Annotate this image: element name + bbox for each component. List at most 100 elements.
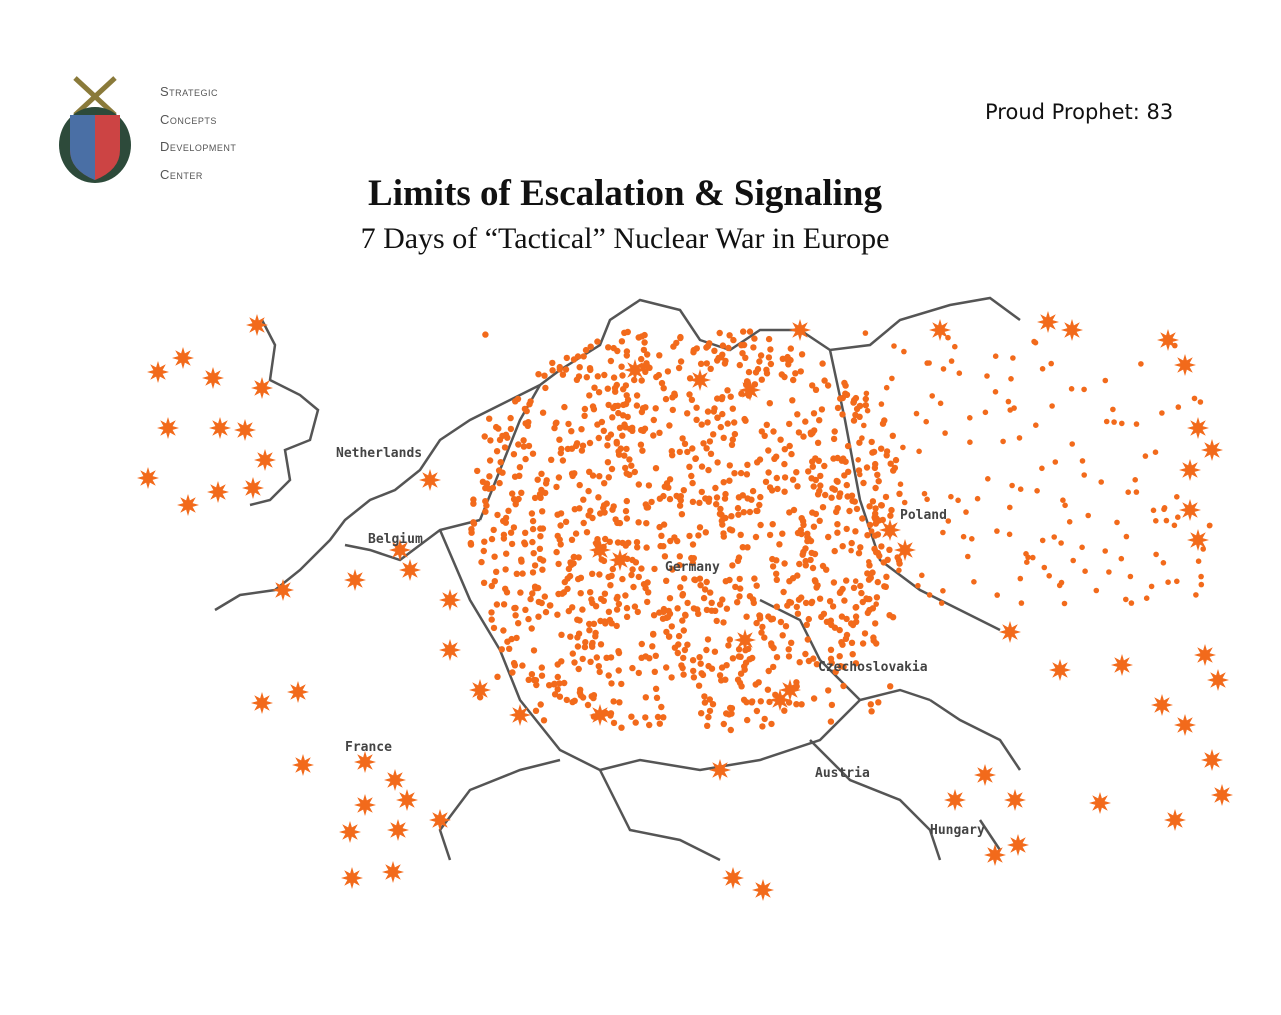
strike-burst [137,467,159,489]
strike-dot [843,525,850,533]
strike-dot [565,565,573,573]
strike-dot [656,609,663,616]
strike-dot [638,377,645,384]
strike-dot [489,484,497,492]
strike-dot [744,544,751,551]
strike-dot [635,519,642,526]
strike-dot [745,368,753,376]
strike-dot [723,605,731,612]
strike-dot [859,515,866,522]
strike-dot [856,403,863,409]
strike-dot [831,547,838,555]
strike-dot [575,554,582,561]
strike-dot [631,376,638,384]
strike-dot [773,474,780,482]
strike-dot [618,680,625,688]
strike-dot [872,516,878,522]
strike-dot [529,525,537,533]
strike-dot [494,511,501,519]
strike-dot [810,410,818,417]
strike-dot [519,662,526,669]
strike-dot [773,453,780,460]
strike-dot [520,443,528,450]
strike-dot [540,717,548,724]
strike-burst [251,692,273,714]
strike-dot [994,528,1000,534]
strike-dot [581,405,589,413]
strike-dot [776,541,783,548]
strike-burst [1164,809,1186,831]
strike-dot [808,599,815,607]
strike-dot [575,575,582,583]
strike-dot [751,335,758,342]
strike-dot [622,507,630,515]
strike-dot [1000,438,1006,445]
strike-dot [679,617,686,624]
strike-dot [486,415,493,422]
strike-dot [1123,533,1130,540]
strike-dot [872,520,879,527]
strike-dot [749,654,756,662]
strike-dot [842,635,850,642]
strike-dot [555,560,562,568]
strike-dot [590,620,598,627]
strike-dot [634,544,641,551]
strike-dot [829,603,837,610]
strike-dot [648,498,655,506]
strike-dot [734,676,742,683]
strike-dot [828,494,835,501]
strike-burst [722,867,744,889]
strike-dot [792,370,799,377]
strike-dot [1153,518,1159,524]
strike-dot [1098,479,1104,485]
strike-dot [834,529,841,536]
strike-dot [623,515,631,522]
strike-dot [773,603,780,610]
title: Limits of Escalation & Signaling [368,173,882,214]
strike-dot [753,707,761,715]
strike-dot [574,634,581,641]
strike-dot [802,418,809,425]
strike-dot [812,578,819,585]
strike-dot [586,392,593,399]
strike-dot [592,633,599,640]
strike-dot [613,440,620,447]
strike-dot [707,365,714,372]
strike-dot [849,497,856,505]
strike-dot [697,360,705,367]
strike-dot [677,493,684,500]
strike-dot [1058,579,1065,586]
strike-dot [725,711,733,718]
strike-dot [501,444,509,451]
strike-dot [610,719,618,727]
strike-dot [800,521,807,529]
strike-dot [788,639,795,646]
strike-dot [787,599,795,606]
logo-line: Strategic [160,84,219,99]
strike-dot [539,525,547,532]
strike-dot [750,344,757,351]
strike-dot [568,470,576,477]
strike-dot [724,387,731,394]
strike-dot [758,428,765,435]
strike-dot [554,686,561,693]
strike-dot [1024,559,1030,565]
strike-dot [1006,531,1013,538]
strike-dot [872,484,879,492]
strike-dot [805,468,812,475]
strike-dot [635,669,642,677]
strike-dot [669,566,676,573]
strike-dot [480,547,487,555]
strike-dot [731,419,738,426]
strike-dot [638,565,645,572]
border [828,349,1001,632]
strike-dot [588,693,595,700]
strike-dot [875,478,882,485]
strike-burst [944,789,966,811]
strike-dot [724,420,731,427]
strike-dot [480,579,488,586]
strike-dot [952,343,958,350]
strike-dot [486,473,493,480]
strike-dot [705,662,712,670]
strike-dot [884,556,891,563]
